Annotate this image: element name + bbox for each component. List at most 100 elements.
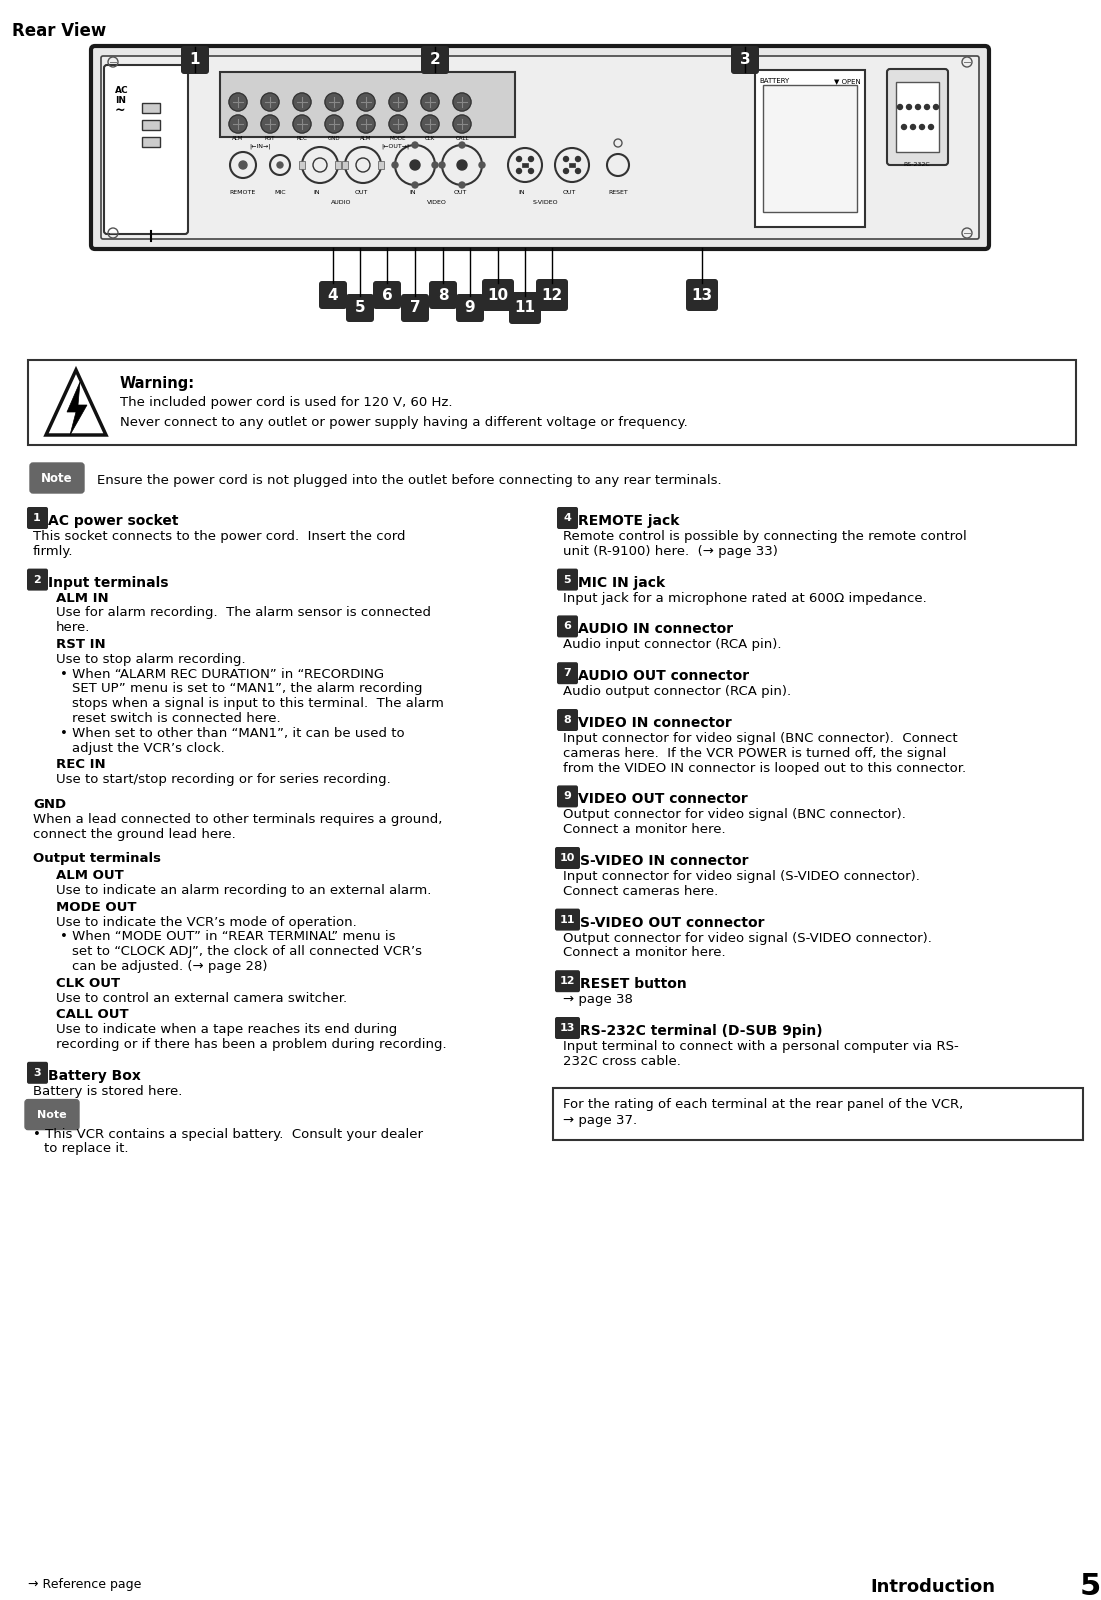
Circle shape [439,162,445,168]
Circle shape [576,168,580,173]
FancyBboxPatch shape [142,102,160,114]
Text: Note: Note [37,1109,67,1120]
Text: firmly.: firmly. [33,544,74,558]
FancyBboxPatch shape [555,846,580,869]
Text: Output terminals: Output terminals [33,853,161,866]
Text: Use to control an external camera switcher.: Use to control an external camera switch… [56,992,347,1005]
FancyBboxPatch shape [335,162,341,170]
Circle shape [432,162,438,168]
Text: RS-232C: RS-232C [904,162,930,166]
FancyBboxPatch shape [181,46,209,74]
FancyBboxPatch shape [142,138,160,147]
Text: from the VIDEO IN connector is looped out to this connector.: from the VIDEO IN connector is looped ou… [563,762,966,774]
FancyBboxPatch shape [569,163,575,166]
Text: Use to indicate the VCR’s mode of operation.: Use to indicate the VCR’s mode of operat… [56,915,357,928]
Text: RS-232C terminal (D-SUB 9pin): RS-232C terminal (D-SUB 9pin) [580,1024,822,1038]
FancyBboxPatch shape [373,282,401,309]
Circle shape [392,162,397,168]
FancyBboxPatch shape [28,507,48,530]
Text: SET UP” menu is set to “MAN1”, the alarm recording: SET UP” menu is set to “MAN1”, the alarm… [72,682,423,696]
Circle shape [277,162,283,168]
Text: OUT: OUT [563,190,576,195]
Circle shape [229,93,247,110]
Text: 6: 6 [382,288,392,302]
Circle shape [453,115,471,133]
Circle shape [459,182,465,187]
Text: Connect cameras here.: Connect cameras here. [563,885,718,898]
Polygon shape [46,370,106,435]
Text: Input jack for a microphone rated at 600Ω impedance.: Input jack for a microphone rated at 600… [563,592,927,605]
Text: MODE OUT: MODE OUT [56,901,137,914]
Text: 11: 11 [559,915,575,925]
FancyBboxPatch shape [557,507,578,530]
FancyBboxPatch shape [731,46,759,74]
Text: Input terminals: Input terminals [48,576,168,589]
FancyBboxPatch shape [346,294,374,322]
Text: Use for alarm recording.  The alarm sensor is connected: Use for alarm recording. The alarm senso… [56,606,430,619]
FancyBboxPatch shape [456,294,484,322]
Circle shape [229,115,247,133]
Circle shape [261,93,279,110]
Text: CLK: CLK [425,136,435,141]
Text: 3: 3 [740,53,750,67]
Circle shape [919,125,925,130]
FancyBboxPatch shape [91,46,989,250]
Text: 3: 3 [33,1067,41,1078]
FancyBboxPatch shape [557,616,578,637]
Text: • When “MODE OUT” in “REAR TERMINAL” menu is: • When “MODE OUT” in “REAR TERMINAL” men… [59,930,395,944]
Text: Rear View: Rear View [12,22,107,40]
FancyBboxPatch shape [536,278,568,310]
Text: ALM OUT: ALM OUT [56,869,123,882]
Text: GND: GND [33,798,66,811]
Text: • When “ALARM REC DURATION” in “RECORDING: • When “ALARM REC DURATION” in “RECORDIN… [59,667,384,680]
FancyBboxPatch shape [25,1099,79,1130]
Text: This socket connects to the power cord.  Insert the cord: This socket connects to the power cord. … [33,530,405,542]
Text: 11: 11 [514,301,535,315]
FancyBboxPatch shape [557,662,578,685]
Circle shape [916,104,920,109]
Text: VIDEO IN connector: VIDEO IN connector [578,715,732,730]
Text: reset switch is connected here.: reset switch is connected here. [72,712,281,725]
Text: REC IN: REC IN [56,758,106,771]
FancyBboxPatch shape [28,568,48,590]
FancyBboxPatch shape [319,282,347,309]
Text: RST: RST [264,136,275,141]
FancyBboxPatch shape [401,294,429,322]
Text: RST IN: RST IN [56,638,106,651]
Text: recording or if there has been a problem during recording.: recording or if there has been a problem… [56,1038,447,1051]
Text: → page 37.: → page 37. [563,1114,637,1126]
Text: REMOTE: REMOTE [230,190,257,195]
Text: 2: 2 [429,53,440,67]
Text: Output connector for video signal (BNC connector).: Output connector for video signal (BNC c… [563,808,906,821]
Text: The included power cord is used for 120 V, 60 Hz.: The included power cord is used for 120 … [120,395,453,410]
Text: Never connect to any outlet or power supply having a different voltage or freque: Never connect to any outlet or power sup… [120,416,688,429]
Text: 2: 2 [33,574,41,584]
FancyBboxPatch shape [482,278,514,310]
Text: OUT: OUT [355,190,368,195]
Text: Output connector for video signal (S-VIDEO connector).: Output connector for video signal (S-VID… [563,931,931,944]
FancyBboxPatch shape [28,1062,48,1083]
FancyBboxPatch shape [686,278,718,310]
Circle shape [934,104,938,109]
Text: ALM: ALM [360,136,372,141]
Circle shape [479,162,486,168]
FancyBboxPatch shape [342,162,348,170]
FancyBboxPatch shape [896,82,939,152]
Text: to replace it.: to replace it. [44,1142,129,1155]
Circle shape [564,157,568,162]
Text: → Reference page: → Reference page [28,1578,141,1590]
FancyBboxPatch shape [101,56,979,238]
Text: 4: 4 [563,514,571,523]
Text: Audio output connector (RCA pin).: Audio output connector (RCA pin). [563,685,792,698]
Text: RESET button: RESET button [580,978,687,990]
Text: Introduction: Introduction [870,1578,995,1597]
FancyBboxPatch shape [225,74,510,91]
FancyBboxPatch shape [28,360,1076,445]
FancyBboxPatch shape [755,70,865,227]
Text: 7: 7 [563,669,571,678]
Text: cameras here.  If the VCR POWER is turned off, the signal: cameras here. If the VCR POWER is turned… [563,747,947,760]
Text: Use to indicate when a tape reaches its end during: Use to indicate when a tape reaches its … [56,1022,397,1037]
Text: REMOTE jack: REMOTE jack [578,514,679,528]
FancyBboxPatch shape [887,69,948,165]
Text: S-VIDEO OUT connector: S-VIDEO OUT connector [580,915,764,930]
